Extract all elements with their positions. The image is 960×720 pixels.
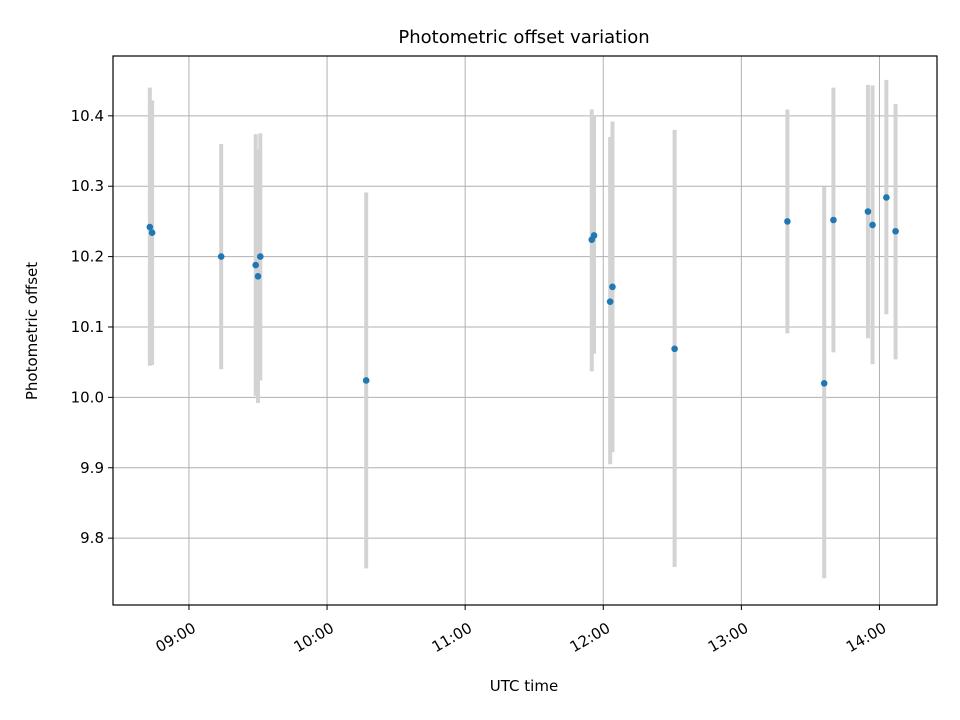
y-axis-label: Photometric offset xyxy=(23,262,41,400)
x-axis-label: UTC time xyxy=(490,677,558,695)
data-points xyxy=(146,194,899,387)
data-point xyxy=(671,345,678,353)
data-point xyxy=(146,223,154,231)
grid-lines xyxy=(113,56,937,605)
y-tick-label: 10.4 xyxy=(71,107,104,125)
plot-frame xyxy=(112,55,938,606)
data-point xyxy=(869,221,876,229)
y-tick-label: 9.8 xyxy=(80,529,104,547)
data-point xyxy=(820,379,828,387)
data-point xyxy=(590,232,598,239)
y-axis-ticks: 9.8 9.9 10.0 10.1 10.2 10.3 10.4 xyxy=(71,107,113,547)
y-tick-label: 10.3 xyxy=(71,177,104,195)
data-point xyxy=(609,283,616,291)
data-point xyxy=(257,253,264,260)
data-point xyxy=(254,273,262,280)
data-point xyxy=(606,298,614,305)
data-point xyxy=(148,229,156,236)
data-point xyxy=(883,194,890,201)
data-point xyxy=(892,227,899,235)
chart-title: Photometric offset variation xyxy=(398,27,649,48)
data-point xyxy=(784,218,791,225)
y-tick-label: 10.1 xyxy=(71,318,104,336)
y-tick-label: 10.2 xyxy=(71,248,104,266)
data-point xyxy=(362,377,370,384)
data-point xyxy=(217,253,225,260)
y-tick-label: 9.9 xyxy=(80,459,104,477)
y-tick-label: 10.0 xyxy=(71,388,104,406)
data-point xyxy=(830,216,837,224)
data-point xyxy=(864,208,872,215)
data-point xyxy=(252,261,260,269)
